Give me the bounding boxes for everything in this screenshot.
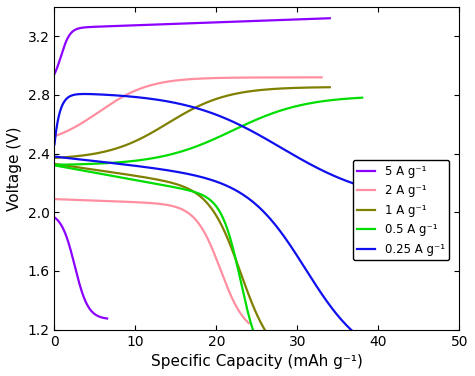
Legend: 5 A g⁻¹, 2 A g⁻¹, 1 A g⁻¹, 0.5 A g⁻¹, 0.25 A g⁻¹: 5 A g⁻¹, 2 A g⁻¹, 1 A g⁻¹, 0.5 A g⁻¹, 0.… [352,160,449,261]
X-axis label: Specific Capacity (mAh g⁻¹): Specific Capacity (mAh g⁻¹) [151,354,363,369]
Y-axis label: Voltage (V): Voltage (V) [7,126,22,211]
